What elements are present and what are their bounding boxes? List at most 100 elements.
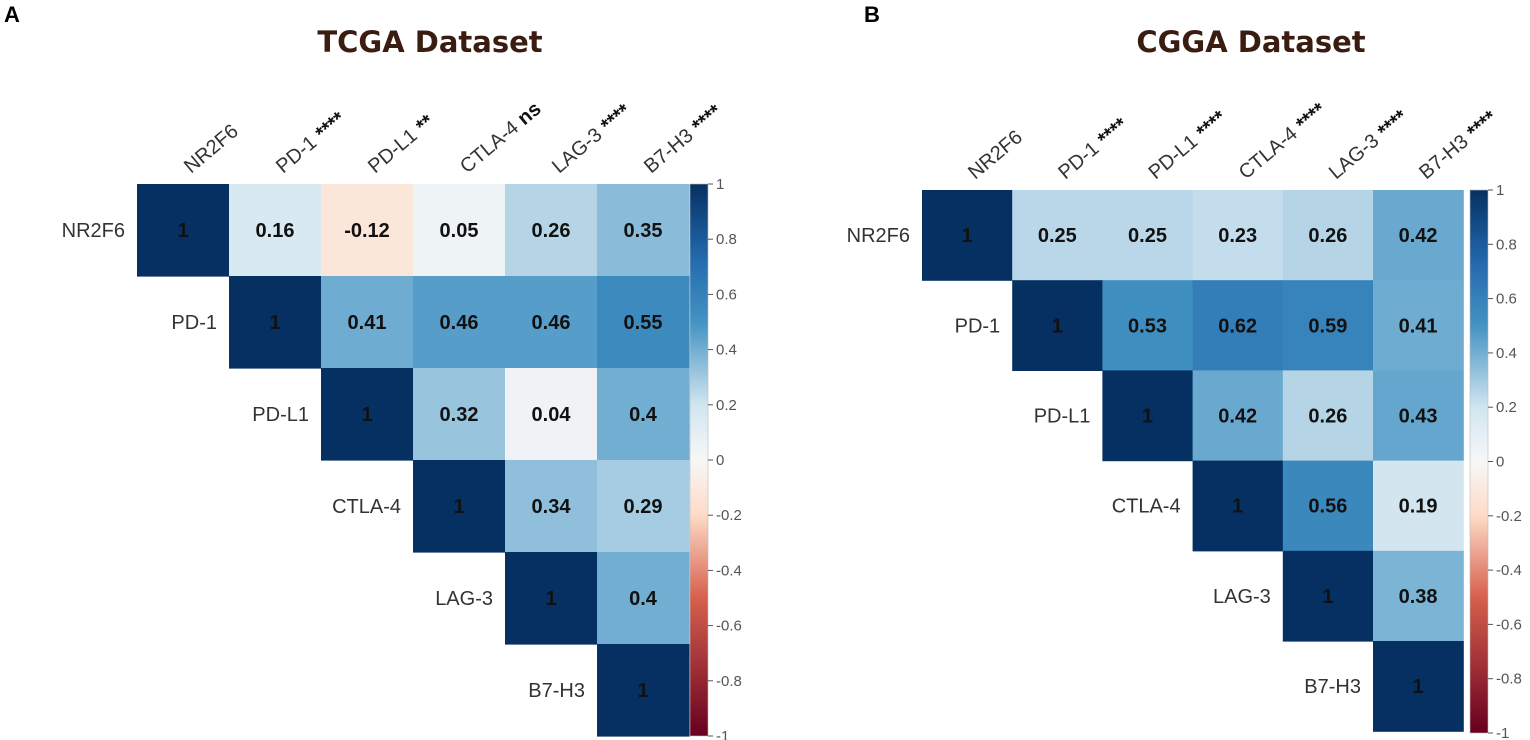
heatmap-cell: [413, 276, 506, 369]
column-name: PD-1: [1054, 138, 1103, 184]
heatmap-cell: [1282, 370, 1374, 462]
colorbar-tick-label: -0.6: [716, 618, 742, 635]
cell-value-label: 1: [1322, 586, 1333, 608]
cell-value-label: -0.12: [344, 220, 390, 242]
heatmap-cell: [597, 368, 690, 461]
column-label: CTLA-4****: [1235, 99, 1331, 184]
heatmap-cell: [229, 184, 322, 277]
cell-value-label: 0.34: [532, 496, 572, 518]
heatmap-cell: [505, 276, 598, 369]
cell-value-label: 1: [269, 312, 280, 334]
row-label: PD-1: [171, 312, 217, 334]
heatmap-cell: [1373, 641, 1464, 732]
significance-marker: ****: [1463, 107, 1501, 144]
colorbar-tick-label: 0.8: [716, 231, 737, 248]
cell-value-label: 1: [1052, 315, 1063, 337]
heatmap-cell: [1373, 280, 1464, 371]
heatmap-cell: [505, 460, 598, 553]
heatmap-cell: [1192, 460, 1284, 552]
heatmap-cell: [1282, 280, 1374, 371]
heatmap-cell: [1282, 460, 1374, 552]
row-label: PD-L1: [252, 404, 309, 426]
cell-value-label: 1: [962, 225, 973, 247]
column-label: CTLA-4ns: [456, 98, 545, 178]
column-name: B7-H3: [1415, 131, 1473, 184]
colorbar-tick-label: 0.2: [1496, 399, 1517, 416]
colorbar-tick-label: -0.4: [1496, 562, 1522, 579]
heatmap-cell: [137, 184, 230, 277]
significance-marker: **: [412, 111, 438, 138]
colorbar-tick-label: 0.6: [1496, 291, 1517, 308]
heatmap-cell: [597, 552, 690, 645]
heatmap-cell: [505, 368, 598, 461]
heatmap-cell: [1102, 370, 1194, 462]
colorbar-tick-label: 0.2: [716, 397, 737, 414]
significance-marker: ****: [312, 108, 350, 145]
heatmap-cell: [597, 644, 690, 737]
column-label: PD-1****: [1054, 114, 1132, 184]
significance-marker: ****: [1292, 99, 1330, 136]
colorbar-tick-label: 0: [716, 452, 724, 469]
heatmap-cell: [1282, 550, 1374, 642]
cell-value-label: 0.56: [1308, 496, 1347, 518]
cell-value-label: 0.43: [1399, 406, 1438, 428]
colorbar-tick-label: 1: [1496, 182, 1504, 199]
colorbar: [1469, 189, 1489, 734]
heatmap-cell: [505, 552, 598, 645]
cell-value-label: 0.26: [1308, 406, 1347, 428]
panel-letter: A: [4, 2, 20, 27]
row-label: B7-H3: [528, 680, 585, 702]
cell-value-label: 0.55: [624, 312, 663, 334]
heatmap-cell: [321, 276, 414, 369]
colorbar-tick-label: -0.8: [1496, 671, 1522, 688]
heatmap-cell: [1192, 190, 1284, 281]
heatmap-cell: [321, 368, 414, 461]
cell-value-label: 0.46: [440, 312, 479, 334]
heatmap-cell: [321, 184, 414, 277]
panel-letter: B: [864, 2, 880, 27]
heatmap-cell: [1373, 550, 1464, 642]
colorbar-tick-label: 0.4: [1496, 345, 1517, 362]
colorbar-tick-label: 0: [1496, 454, 1504, 471]
column-name: LAG-3: [1325, 130, 1383, 184]
colorbar-tick-label: 1: [716, 176, 724, 193]
colorbar-tick-label: -0.2: [716, 507, 742, 524]
column-name: CTLA-4: [1235, 123, 1302, 184]
row-label: NR2F6: [847, 225, 910, 247]
column-name: PD-L1: [1145, 131, 1203, 184]
row-label: NR2F6: [62, 220, 125, 242]
cell-value-label: 1: [1142, 406, 1153, 428]
significance-marker: ****: [597, 100, 635, 137]
colorbar-tick-label: -1: [716, 728, 729, 740]
column-name: LAG-3: [548, 124, 606, 178]
cell-value-label: 0.62: [1218, 315, 1257, 337]
cell-value-label: 0.26: [532, 220, 571, 242]
column-name: CTLA-4: [456, 117, 523, 178]
heatmap-cell: [1282, 190, 1374, 281]
significance-marker: ****: [1374, 106, 1412, 143]
cell-value-label: 0.59: [1308, 315, 1347, 337]
cell-value-label: 0.4: [629, 404, 658, 426]
heatmap-cell: [597, 184, 690, 277]
cell-value-label: 0.19: [1399, 496, 1438, 518]
cell-value-label: 0.42: [1218, 406, 1257, 428]
heatmap-cell: [1192, 280, 1284, 371]
cell-value-label: 0.32: [440, 404, 479, 426]
row-label: B7-H3: [1304, 676, 1361, 698]
column-label: LAG-3****: [1325, 106, 1412, 184]
column-label: PD-L1**: [364, 111, 438, 178]
cell-value-label: 1: [361, 404, 372, 426]
row-label: PD-L1: [1034, 406, 1091, 428]
cell-value-label: 1: [453, 496, 464, 518]
cell-value-label: 0.41: [1399, 315, 1438, 337]
significance-marker: ****: [1094, 114, 1132, 151]
cell-value-label: 1: [1413, 676, 1424, 698]
column-label: NR2F6: [964, 126, 1027, 184]
cell-value-label: 0.23: [1218, 225, 1257, 247]
column-name: B7-H3: [640, 125, 698, 178]
heatmap-cell: [505, 184, 598, 277]
cell-value-label: 0.46: [532, 312, 571, 334]
heatmap-cell: [597, 460, 690, 553]
heatmap-cell: [922, 190, 1013, 281]
